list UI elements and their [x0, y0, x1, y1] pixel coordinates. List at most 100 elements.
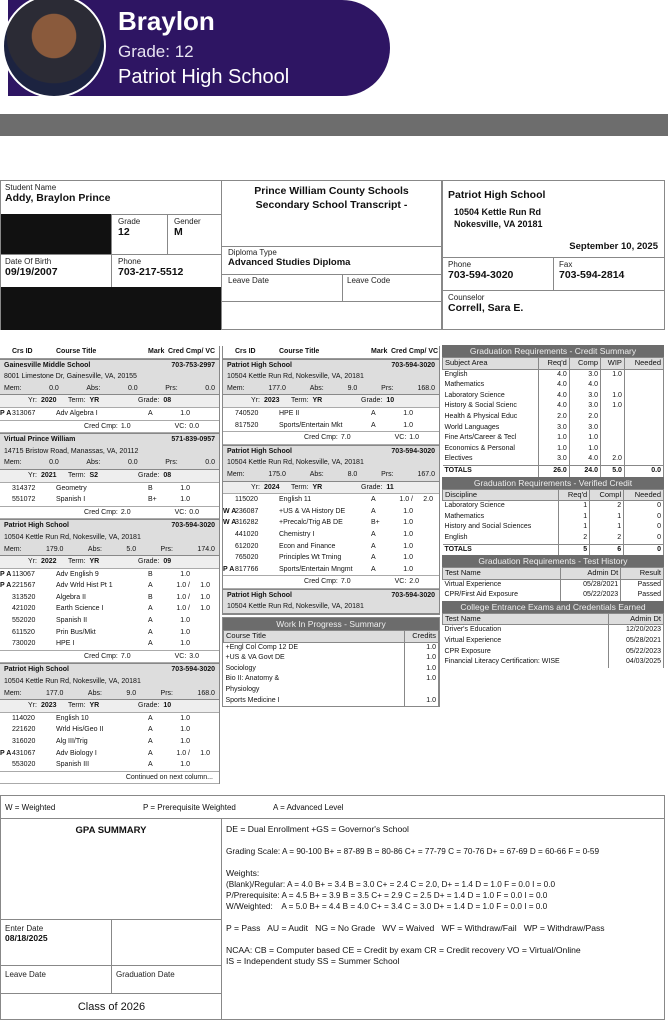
- totals-label: TOTALS: [442, 543, 559, 556]
- row-label: Fine Arts/Career & Tecl: [444, 434, 517, 442]
- course-cred: 1.0: [403, 554, 413, 562]
- label: Yr:: [251, 483, 260, 491]
- school-address-row: 14715 Bristow Road, Manassas, VA, 20112: [0, 446, 219, 458]
- gender-value: M: [174, 226, 183, 238]
- course-title: Adv English 9: [56, 570, 99, 578]
- term-header: Yr: 2024 Term: YR Grade: 11: [223, 481, 439, 495]
- course-cred: 1.0: [180, 714, 190, 722]
- label: Mem:: [227, 384, 245, 392]
- table-row: World Languages 3.0 3.0: [443, 422, 665, 434]
- vc-value: 0.0: [189, 422, 199, 430]
- course-mark: A: [371, 409, 376, 417]
- label: Abs:: [87, 545, 102, 553]
- vc-value: 1.0: [409, 434, 419, 442]
- school-block: Patriot High School 703-594-3020 10504 Ket…: [0, 519, 219, 557]
- cell-value: 04/03/2025: [607, 657, 665, 668]
- school-address: 10504 Kettle Run Rd, Nokesville, VA, 201…: [227, 459, 364, 467]
- table-row: Laboratory Science 1 2 0: [443, 500, 664, 512]
- table-row: History and Social Sciences 1 1 0: [443, 522, 664, 533]
- cell-value: [623, 411, 665, 423]
- cell-value: 1.0: [568, 433, 602, 444]
- course-id: 817520: [235, 421, 259, 429]
- redacted-block: [1, 214, 111, 254]
- term-header: Yr: 2021 Term: S2 Grade: 08: [0, 469, 219, 483]
- label: Grade:: [138, 702, 160, 710]
- wip-header-title: Course Title: [223, 630, 405, 643]
- course-vc: [413, 552, 433, 564]
- course-flags: [0, 713, 12, 725]
- table-row: CPR Exposure 05/22/2023: [443, 646, 665, 658]
- course-mark: A: [148, 738, 153, 745]
- school-phone: 703-594-3020: [448, 269, 514, 281]
- course-id: 740520: [235, 409, 259, 417]
- leave-code-label: Leave Code: [342, 274, 441, 302]
- school-address-row: 10504 Kettle Run Rd, Nokesville, VA, 201…: [223, 601, 439, 613]
- course-mark: A: [148, 761, 153, 769]
- cell-value: 05/28/2021: [559, 579, 622, 591]
- course-row: 314372 Geometry B 1.0: [0, 483, 219, 495]
- course-cred: 1.0 /: [399, 496, 413, 504]
- mem-value: 179.0: [45, 545, 64, 553]
- mem-value: 175.0: [268, 470, 286, 478]
- course-title: +US & VA History DE: [279, 507, 346, 515]
- column-header: Subject Area: [441, 357, 540, 370]
- course-vc: [190, 483, 210, 495]
- course-row: P A 113067 Adv English 9 B 1.0: [0, 569, 219, 581]
- label: Abs:: [87, 689, 102, 697]
- legend-bar: W = Weighted P = Prerequisite Weighted A…: [0, 795, 665, 819]
- course-mark: A: [371, 496, 376, 504]
- course-mark: B: [148, 484, 153, 492]
- course-vc: [413, 408, 433, 420]
- cell-value: 1.0: [600, 390, 625, 402]
- course-title: Chemistry I: [279, 530, 315, 538]
- course-row: 612020 Econ and Finance A 1.0: [223, 541, 439, 553]
- term-field: Yr: 2023: [28, 700, 68, 712]
- row-label: History and Social Sciences: [444, 523, 532, 531]
- course-row: P A 817766 Sports/Entertain Mngmt A 1.0: [223, 564, 439, 576]
- term-term: YR: [312, 483, 323, 491]
- term-yr: 2024: [263, 483, 280, 491]
- course-id: 441020: [235, 530, 259, 538]
- course-flags: [223, 529, 235, 541]
- school-row: Patriot High School 703-594-3020: [223, 590, 439, 602]
- credentials-title: College Entrance Exams and Credentials E…: [442, 600, 664, 613]
- school-phone: 571-839-0957: [171, 436, 215, 444]
- course-row: W A 236087 +US & VA History DE A 1.0: [223, 506, 439, 518]
- row-label: CPR Exposure: [444, 647, 491, 655]
- term-yr: 2021: [40, 471, 57, 479]
- credit-summary-table: Subject Area Req'd Comp WIP Needed English 4.0…: [441, 357, 665, 477]
- cell-value: 4.0: [538, 390, 570, 402]
- course-id: 113067: [12, 570, 35, 578]
- term-header: Yr: 2023 Term: YR Grade: 10: [0, 700, 219, 713]
- course-title: Spanish III: [56, 761, 90, 769]
- prs-value: 168.0: [417, 384, 435, 392]
- course-mark: B+: [371, 519, 380, 527]
- course-flags: [223, 408, 235, 420]
- total-value: 26.0: [538, 464, 570, 477]
- table-row: Financial Literacy Certification: WISE 04…: [443, 657, 665, 668]
- column-header: WIP: [600, 357, 625, 370]
- cell-value: 0: [623, 522, 664, 533]
- course-mark: A: [371, 507, 376, 515]
- course-flags: [0, 592, 12, 604]
- row-label: Virtual Experience: [444, 637, 502, 645]
- label: Yr:: [28, 558, 37, 566]
- course-header-flags: [0, 346, 12, 358]
- column-header: Compl: [589, 488, 625, 502]
- cell-value: 1.0: [568, 443, 602, 455]
- cred-cmp-value: 7.0: [120, 652, 131, 660]
- cell-value: 0: [623, 532, 664, 544]
- course-row: P A 221567 Adv Wrld Hist Pt 1 A 1.0 / 1.0: [0, 580, 219, 592]
- course-row: 553020 Spanish III A 1.0: [0, 759, 219, 771]
- transcript-title-box: Prince William County Schools Secondary S…: [221, 180, 442, 330]
- grading-key: DE = Dual Enrollment +GS = Governor's Sc…: [221, 818, 665, 1020]
- course-cred: 1.0: [403, 409, 413, 417]
- school-phone: 703-594-3020: [171, 666, 215, 674]
- cell-value: [600, 433, 625, 444]
- abs-value: 8.0: [347, 470, 358, 478]
- course-title: Wrld His/Geo II: [56, 726, 104, 734]
- term-grade: 11: [386, 483, 394, 491]
- label: Grade:: [138, 471, 160, 479]
- school-address-row: 8001 Limestone Dr, Gainesville, VA, 2015…: [0, 371, 219, 383]
- abs-value: 0.0: [127, 459, 138, 467]
